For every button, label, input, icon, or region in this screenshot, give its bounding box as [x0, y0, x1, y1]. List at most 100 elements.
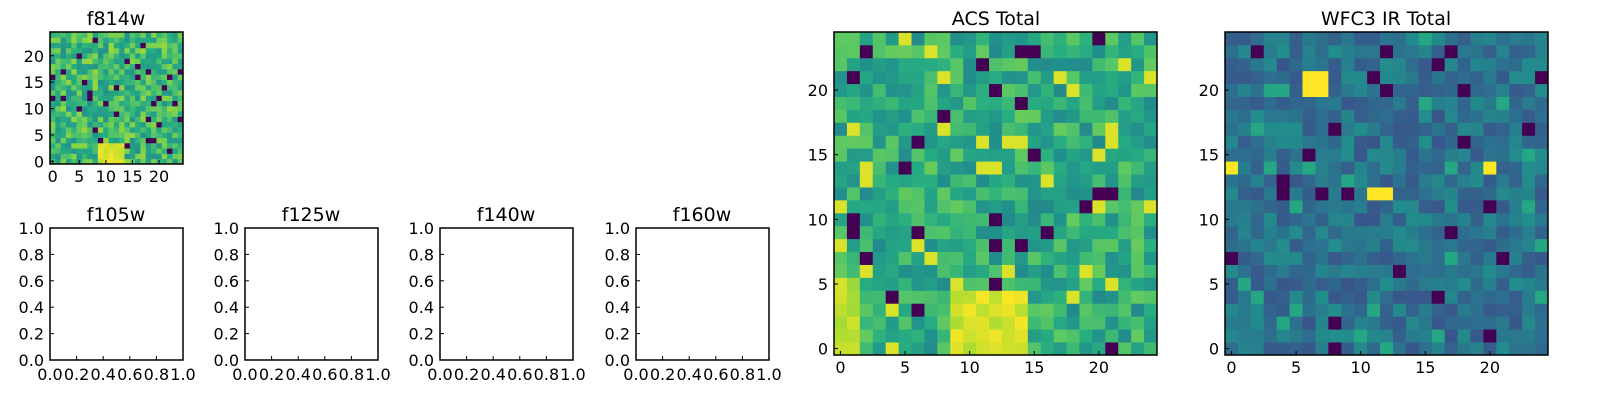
heatmap-cell [50, 68, 56, 75]
heatmap-cell [937, 238, 951, 253]
heatmap-cell [81, 111, 88, 117]
heatmap-cell [124, 142, 131, 149]
heatmap-cell [108, 121, 115, 128]
heatmap-cell [872, 303, 887, 317]
heatmap-cell [872, 212, 887, 227]
heatmap-cell [885, 57, 899, 72]
heatmap-cell [81, 37, 88, 43]
heatmap-cell [989, 212, 1003, 227]
heatmap-cell [1328, 277, 1342, 291]
heatmap-cell [834, 251, 848, 265]
heatmap-cell [1144, 290, 1158, 304]
y-tick-label: 5 [34, 126, 44, 145]
heatmap-cell [1496, 329, 1510, 343]
heatmap-cell [1237, 148, 1252, 162]
heatmap-cell [1302, 161, 1316, 175]
x-tick-label: 0.8 [144, 365, 169, 384]
heatmap-cell [885, 316, 899, 330]
heatmap-cell [156, 148, 163, 154]
heatmap-cell [1380, 238, 1394, 253]
heatmap-cell [1053, 122, 1067, 136]
heatmap-cell [65, 53, 72, 59]
heatmap-cell [124, 58, 131, 65]
heatmap-cell [1092, 290, 1106, 304]
heatmap-cell [1315, 83, 1329, 97]
heatmap-cell [113, 90, 120, 96]
heatmap-cell [1105, 32, 1119, 46]
heatmap-cell [1053, 187, 1067, 201]
heatmap-cell [1001, 329, 1016, 343]
heatmap-cell [1496, 122, 1510, 136]
heatmap-cell [937, 303, 951, 317]
heatmap-cell [1237, 342, 1252, 356]
heatmap-cell [177, 74, 184, 80]
heatmap-cell [1405, 96, 1420, 110]
heatmap-cell [1066, 57, 1080, 72]
heatmap-cell [135, 32, 141, 38]
heatmap-cell [1066, 316, 1080, 330]
y-tick-label: 0.8 [409, 245, 434, 264]
heatmap-cell [859, 44, 874, 59]
heatmap-cell [87, 127, 93, 133]
heatmap-cell [108, 100, 115, 107]
heatmap-cell [1105, 135, 1119, 149]
heatmap-cell [1522, 290, 1536, 304]
heatmap-cell [1431, 135, 1446, 149]
heatmap-cell [898, 290, 912, 304]
heatmap-cell [1341, 251, 1355, 265]
heatmap-cell [1040, 303, 1055, 317]
heatmap-cell [1328, 199, 1342, 214]
heatmap-cell [124, 158, 131, 165]
heatmap-cell [97, 116, 104, 123]
heatmap-cell [1405, 238, 1420, 253]
y-tick-label: 0.0 [214, 351, 239, 370]
heatmap-cell [885, 225, 899, 240]
heatmap-cell [1092, 238, 1106, 253]
heatmap-cell [1483, 70, 1497, 85]
heatmap-cell [911, 225, 925, 240]
heatmap-cell [1431, 238, 1446, 253]
heatmap-cell [1053, 251, 1067, 265]
heatmap-cell [937, 342, 951, 356]
heatmap-cell [124, 105, 131, 112]
heatmap-cell [1341, 161, 1355, 175]
heatmap-cell [1118, 238, 1132, 253]
heatmap-cell [937, 44, 951, 59]
heatmap-cell [1328, 303, 1342, 317]
heatmap-cell [1040, 135, 1055, 149]
heatmap-cell [87, 142, 93, 149]
x-tick-label: 20 [149, 167, 169, 186]
heatmap-cell [1105, 342, 1119, 356]
x-tick-label: 0.0 [37, 365, 62, 384]
heatmap-cell [145, 158, 152, 165]
heatmap-cell [1250, 212, 1265, 227]
heatmap-cell [1457, 70, 1471, 85]
heatmap-cell [156, 42, 163, 49]
heatmap-cell [1066, 70, 1080, 85]
heatmap-cell [71, 132, 77, 138]
heatmap-cell [1118, 83, 1132, 97]
heatmap-cell [1444, 264, 1458, 278]
heatmap-cell [1302, 122, 1316, 136]
heatmap-cell [976, 83, 990, 97]
heatmap-cell [1250, 135, 1265, 149]
heatmap-cell [834, 187, 848, 201]
heatmap-cell [113, 79, 120, 86]
heatmap-cell [1431, 277, 1446, 291]
heatmap-cell [1225, 148, 1239, 162]
heatmap-cell [1405, 329, 1420, 343]
heatmap-cell [872, 342, 887, 356]
heatmap-cell [1405, 225, 1420, 240]
heatmap-cell [1341, 44, 1355, 59]
heatmap-cell [834, 96, 848, 110]
heatmap-cell [1105, 70, 1119, 85]
heatmap-cell [129, 58, 136, 65]
heatmap-cell [97, 153, 104, 160]
heatmap-cell [151, 68, 157, 75]
heatmap-cell [1431, 174, 1446, 188]
heatmap-cell [71, 58, 77, 65]
heatmap-cell [55, 74, 62, 80]
heatmap-cell [103, 32, 109, 38]
heatmap-cell [924, 161, 938, 175]
